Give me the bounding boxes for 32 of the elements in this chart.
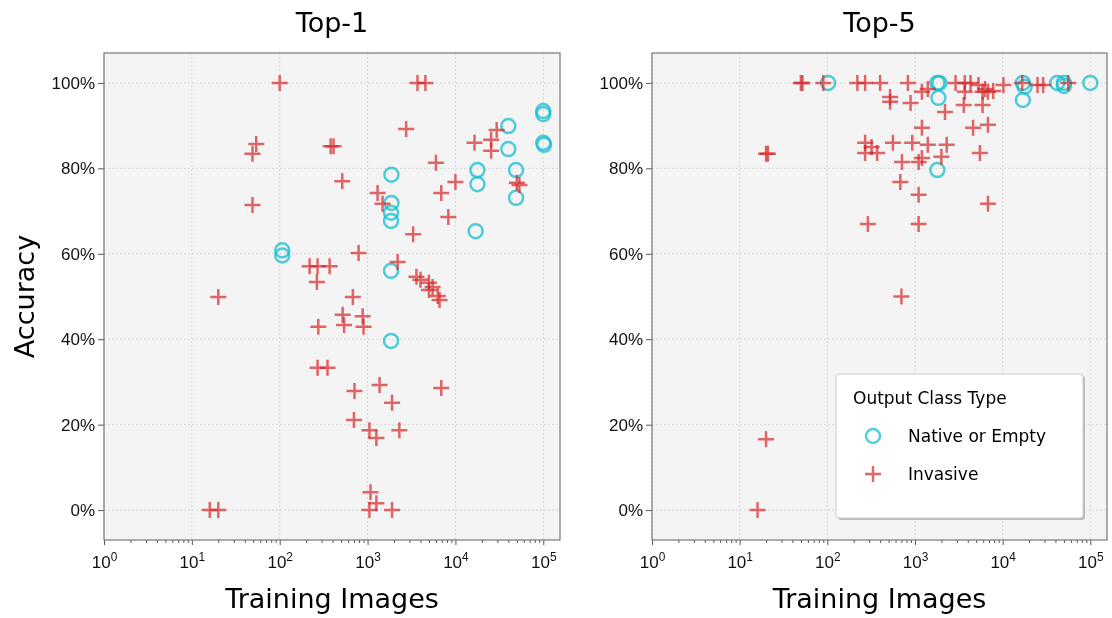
y-tick-label: 100% — [51, 73, 95, 93]
y-tick-label: 80% — [608, 159, 643, 179]
y-tick-label: 80% — [60, 159, 95, 179]
x-tick-label: 10$^{0}$ — [639, 549, 666, 572]
chart-title: Top-5 — [842, 7, 916, 38]
x-axis-title: Training Images — [224, 583, 439, 614]
x-tick-label: 10$^{0}$ — [91, 549, 118, 572]
x-tick-label: 10$^{2}$ — [815, 549, 841, 572]
y-axis-title: Accuracy — [9, 234, 40, 359]
x-tick-label: 10$^{3}$ — [355, 549, 382, 572]
y-tick-label: 40% — [60, 330, 95, 350]
x-tick-label: 10$^{4}$ — [443, 549, 470, 572]
x-tick-label: 10$^{2}$ — [267, 549, 294, 572]
chart-title: Top-1 — [294, 7, 369, 38]
x-tick-label: 10$^{4}$ — [990, 549, 1017, 572]
legend-title: Output Class Type — [853, 388, 1007, 408]
x-axis-title: Training Images — [771, 583, 987, 614]
y-tick-label: 40% — [608, 330, 643, 350]
y-tick-label: 100% — [599, 73, 643, 93]
y-tick-label: 0% — [70, 501, 95, 521]
x-tick-label: 10$^{3}$ — [902, 549, 929, 572]
y-tick-label: 20% — [608, 415, 643, 435]
x-tick-label: 10$^{5}$ — [531, 549, 557, 572]
legend-label: Invasive — [908, 464, 979, 484]
x-tick-label: 10$^{5}$ — [1078, 549, 1104, 572]
y-tick-label: 20% — [60, 415, 95, 435]
legend-label: Native or Empty — [908, 426, 1047, 446]
y-tick-label: 60% — [60, 244, 95, 264]
y-tick-label: 60% — [608, 244, 643, 264]
y-tick-label: 0% — [618, 501, 643, 521]
x-tick-label: 10$^{1}$ — [727, 549, 754, 572]
x-tick-label: 10$^{1}$ — [179, 549, 206, 572]
